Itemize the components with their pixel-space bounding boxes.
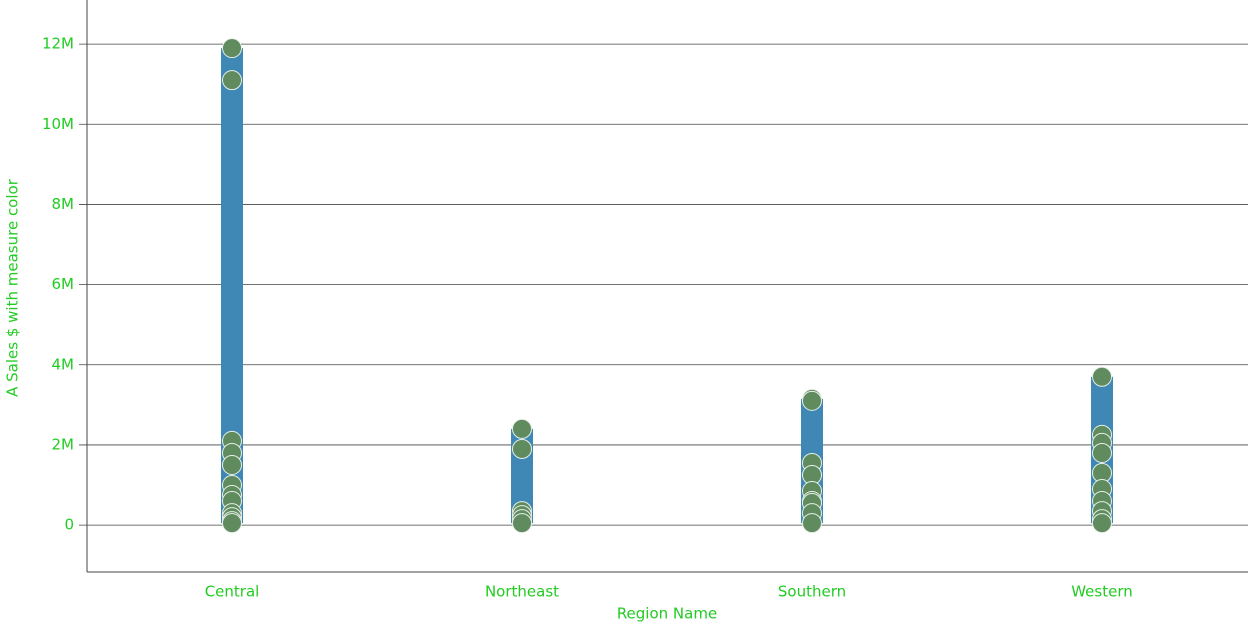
y-tick-label: 12M	[42, 35, 74, 53]
point	[512, 513, 532, 534]
point	[512, 418, 532, 439]
point	[222, 70, 242, 91]
point	[512, 438, 532, 459]
x-tick-label: Northeast	[485, 583, 559, 601]
y-axis-label: A Sales $ with measure color	[4, 178, 22, 397]
point	[1092, 442, 1112, 463]
point	[1092, 366, 1112, 387]
y-tick-label: 0	[64, 516, 74, 534]
y-tick-label: 2M	[52, 435, 75, 453]
y-tick-label: 10M	[42, 115, 74, 133]
point	[802, 390, 822, 411]
y-tick-label: 8M	[52, 195, 75, 213]
point	[1092, 513, 1112, 534]
point	[222, 513, 242, 534]
y-tick-label: 4M	[52, 355, 75, 373]
x-tick-label: Western	[1071, 583, 1133, 601]
x-tick-label: Central	[205, 583, 260, 601]
range-bar	[221, 48, 243, 524]
point	[222, 38, 242, 59]
y-tick-label: 6M	[52, 275, 75, 293]
point	[802, 513, 822, 534]
point	[222, 454, 242, 475]
x-tick-label: Southern	[778, 583, 846, 601]
x-axis-label: Region Name	[617, 605, 717, 623]
